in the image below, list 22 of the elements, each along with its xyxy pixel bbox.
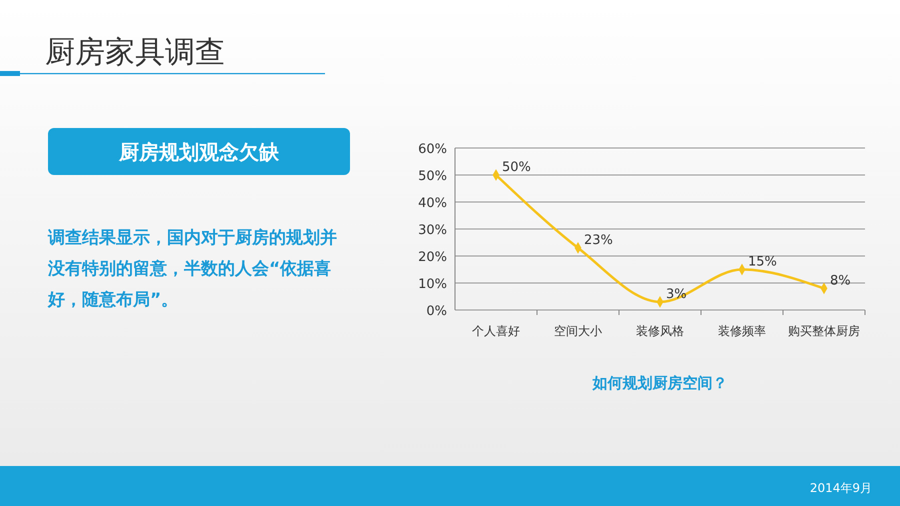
y-tick-label: 40% [418, 196, 447, 211]
x-tick-label: 装修频率 [718, 324, 766, 338]
text: 15% [748, 254, 777, 270]
y-tick-label: 20% [418, 250, 447, 265]
x-axis-title: 如何规划厨房空间？ [592, 374, 728, 392]
x-tick-label: 购买整体厨房 [788, 324, 860, 338]
x-tick-label: 个人喜好 [472, 324, 520, 338]
y-tick-label: 30% [418, 223, 447, 238]
text: 50% [502, 160, 531, 175]
text: 厨房规划观念欠缺 [118, 140, 280, 164]
text: 厨房家具调查 [45, 35, 225, 70]
y-tick-label: 60% [418, 142, 447, 157]
y-tick-label: 10% [418, 277, 447, 292]
y-tick-label: 50% [418, 169, 447, 184]
text: 8% [830, 273, 851, 288]
text: 23% [584, 232, 613, 248]
x-tick-label: 装修风格 [636, 324, 684, 338]
text: 2014年9月 [810, 481, 872, 495]
text: 3% [666, 286, 687, 302]
text: 调查结果显示，国内对于厨房的规划并没有特别的留意，半数的人会“依据喜好，随意布局”。 [47, 228, 337, 310]
x-tick-label: 空间大小 [554, 324, 602, 338]
y-tick-label: 0% [426, 304, 447, 319]
